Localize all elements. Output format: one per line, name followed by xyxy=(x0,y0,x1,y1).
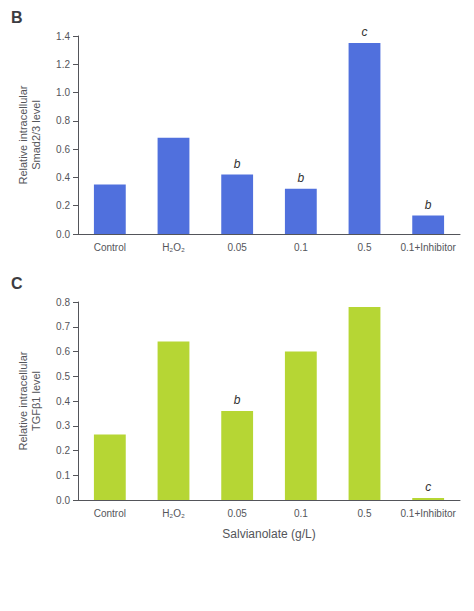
svg-text:0.0: 0.0 xyxy=(56,495,70,506)
svg-text:0.05: 0.05 xyxy=(227,242,247,253)
svg-text:1.4: 1.4 xyxy=(56,31,70,42)
svg-text:c: c xyxy=(425,480,431,494)
svg-text:0.1: 0.1 xyxy=(56,470,70,481)
svg-text:0.5: 0.5 xyxy=(56,371,70,382)
svg-text:C: C xyxy=(11,275,23,292)
svg-text:0.1+Inhibitor: 0.1+Inhibitor xyxy=(401,242,457,253)
svg-text:0.8: 0.8 xyxy=(56,297,70,308)
svg-text:Control: Control xyxy=(94,508,126,519)
svg-text:0.1+Inhibitor: 0.1+Inhibitor xyxy=(401,508,457,519)
svg-text:0.1: 0.1 xyxy=(294,508,308,519)
svg-text:b: b xyxy=(425,198,432,212)
svg-text:0.5: 0.5 xyxy=(358,508,372,519)
svg-text:c: c xyxy=(362,25,368,39)
svg-text:B: B xyxy=(11,9,23,26)
svg-text:b: b xyxy=(234,393,241,407)
svg-text:0.3: 0.3 xyxy=(56,420,70,431)
svg-text:0.4: 0.4 xyxy=(56,396,70,407)
svg-text:0.7: 0.7 xyxy=(56,321,70,332)
svg-text:0.2: 0.2 xyxy=(56,200,70,211)
svg-text:TGFβ1 level: TGFβ1 level xyxy=(30,371,42,431)
svg-text:0.1: 0.1 xyxy=(294,242,308,253)
svg-text:1.0: 1.0 xyxy=(56,87,70,98)
svg-text:1.2: 1.2 xyxy=(56,59,70,70)
svg-text:Relative intracellular: Relative intracellular xyxy=(17,85,29,184)
svg-text:0.5: 0.5 xyxy=(358,242,372,253)
svg-text:0.4: 0.4 xyxy=(56,172,70,183)
svg-text:Smad2/3 level: Smad2/3 level xyxy=(30,100,42,170)
svg-text:Relative intracellular: Relative intracellular xyxy=(17,351,29,450)
svg-text:0.05: 0.05 xyxy=(227,508,247,519)
svg-text:0.6: 0.6 xyxy=(56,346,70,357)
svg-text:0.0: 0.0 xyxy=(56,229,70,240)
svg-text:Control: Control xyxy=(94,242,126,253)
svg-text:0.8: 0.8 xyxy=(56,115,70,126)
svg-text:b: b xyxy=(234,157,241,171)
svg-text:H₂O₂: H₂O₂ xyxy=(162,508,185,519)
svg-text:Salvianolate (g/L): Salvianolate (g/L) xyxy=(222,527,315,541)
svg-text:H₂O₂: H₂O₂ xyxy=(162,242,185,253)
svg-text:0.6: 0.6 xyxy=(56,144,70,155)
svg-text:0.2: 0.2 xyxy=(56,445,70,456)
svg-text:b: b xyxy=(297,171,304,185)
